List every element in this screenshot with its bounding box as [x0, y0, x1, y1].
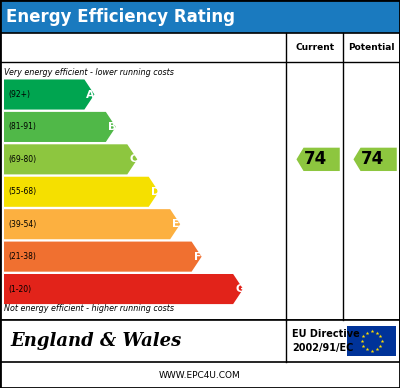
Text: (55-68): (55-68): [9, 187, 37, 196]
Bar: [0, 320, 400, 362]
Text: 74: 74: [304, 151, 328, 168]
Polygon shape: [4, 112, 116, 142]
Polygon shape: [4, 274, 243, 304]
Text: (81-91): (81-91): [9, 123, 37, 132]
Text: F: F: [194, 252, 201, 262]
Text: Not energy efficient - higher running costs: Not energy efficient - higher running co…: [4, 304, 174, 313]
Bar: [0, 0, 400, 33]
Text: A: A: [86, 90, 95, 99]
Text: 2002/91/EC: 2002/91/EC: [292, 343, 353, 353]
Text: (1-20): (1-20): [9, 284, 32, 294]
Polygon shape: [4, 242, 202, 272]
Text: C: C: [129, 154, 138, 165]
Text: WWW.EPC4U.COM: WWW.EPC4U.COM: [159, 371, 241, 379]
Text: Very energy efficient - lower running costs: Very energy efficient - lower running co…: [4, 68, 174, 77]
Bar: [0, 33, 400, 320]
Text: (69-80): (69-80): [9, 155, 37, 164]
Polygon shape: [4, 144, 137, 174]
Text: EU Directive: EU Directive: [292, 329, 360, 339]
Text: Current: Current: [295, 43, 334, 52]
Text: Energy Efficiency Rating: Energy Efficiency Rating: [6, 7, 235, 26]
Text: 74: 74: [361, 151, 384, 168]
Polygon shape: [4, 80, 94, 109]
Text: England & Wales: England & Wales: [10, 332, 181, 350]
Text: (39-54): (39-54): [9, 220, 37, 229]
Polygon shape: [4, 209, 180, 239]
Text: E: E: [172, 219, 180, 229]
Polygon shape: [296, 148, 340, 171]
Polygon shape: [4, 177, 159, 207]
Bar: [347, 326, 396, 356]
Text: (92+): (92+): [9, 90, 31, 99]
Text: (21-38): (21-38): [9, 252, 37, 261]
Text: D: D: [151, 187, 160, 197]
Text: B: B: [108, 122, 116, 132]
Text: G: G: [235, 284, 244, 294]
Text: Potential: Potential: [348, 43, 395, 52]
Polygon shape: [354, 148, 397, 171]
